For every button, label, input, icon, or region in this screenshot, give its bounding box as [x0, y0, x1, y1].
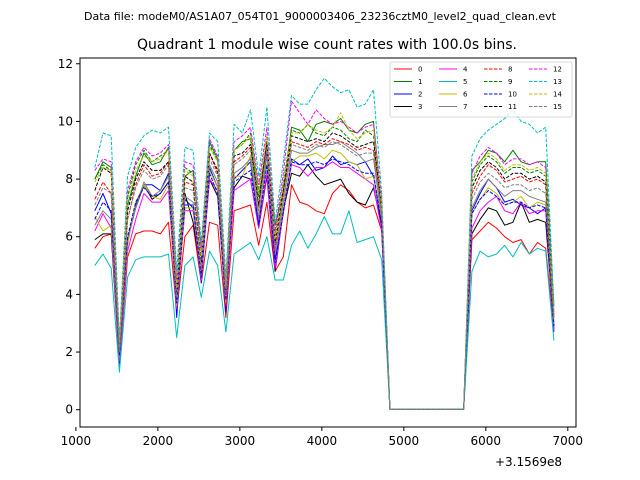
- legend-label-0: 0: [418, 66, 422, 74]
- x-tick-label: 1000: [61, 434, 92, 448]
- axes-frame: [79, 57, 577, 428]
- series-line-0: [94, 184, 555, 410]
- series-line-14: [94, 112, 555, 410]
- legend-label-12: 12: [553, 66, 562, 74]
- series-line-10: [94, 158, 555, 410]
- legend-label-8: 8: [508, 66, 512, 74]
- series-line-5: [94, 210, 555, 410]
- series-line-11: [94, 132, 555, 410]
- legend-label-15: 15: [553, 103, 562, 111]
- x-tick-label: 2000: [143, 434, 174, 448]
- series-line-15: [94, 141, 555, 410]
- legend-label-11: 11: [508, 103, 517, 111]
- y-tick-label: 0: [65, 403, 73, 417]
- legend-label-14: 14: [553, 91, 562, 99]
- chart-title: Quadrant 1 module wise count rates with …: [137, 37, 517, 53]
- y-tick-label: 10: [58, 114, 73, 128]
- x-axis: 1000 2000 3000 4000 5000 6000 7000: [61, 427, 583, 448]
- x-tick-label: 4000: [307, 434, 338, 448]
- y-tick-label: 6: [65, 230, 73, 244]
- legend-label-13: 13: [553, 78, 562, 86]
- y-tick-label: 2: [65, 345, 73, 359]
- legend-label-6: 6: [463, 91, 468, 99]
- legend-label-5: 5: [463, 78, 467, 86]
- y-tick-label: 12: [58, 57, 73, 71]
- y-tick-label: 8: [65, 172, 73, 186]
- legend-label-4: 4: [463, 66, 468, 74]
- legend-label-1: 1: [418, 78, 422, 86]
- legend-frame: [389, 61, 573, 118]
- x-axis-offset-label: +3.1569e8: [495, 455, 562, 469]
- x-tick-label: 7000: [553, 434, 584, 448]
- legend-label-2: 2: [418, 91, 422, 99]
- x-tick-label: 5000: [389, 434, 420, 448]
- figure-suptitle: Data file: modeM0/AS1A07_054T01_90000034…: [84, 10, 557, 23]
- legend-label-10: 10: [508, 91, 517, 99]
- legend-label-7: 7: [463, 103, 467, 111]
- series-line-13: [94, 77, 555, 410]
- x-tick-label: 3000: [225, 434, 256, 448]
- plot-area: [79, 57, 577, 428]
- x-tick-label: 6000: [471, 434, 502, 448]
- y-tick-label: 4: [65, 287, 73, 301]
- legend-label-3: 3: [418, 103, 422, 111]
- legend-label-9: 9: [508, 78, 512, 86]
- y-axis: 0 2 4 6 8 10 12: [58, 57, 80, 417]
